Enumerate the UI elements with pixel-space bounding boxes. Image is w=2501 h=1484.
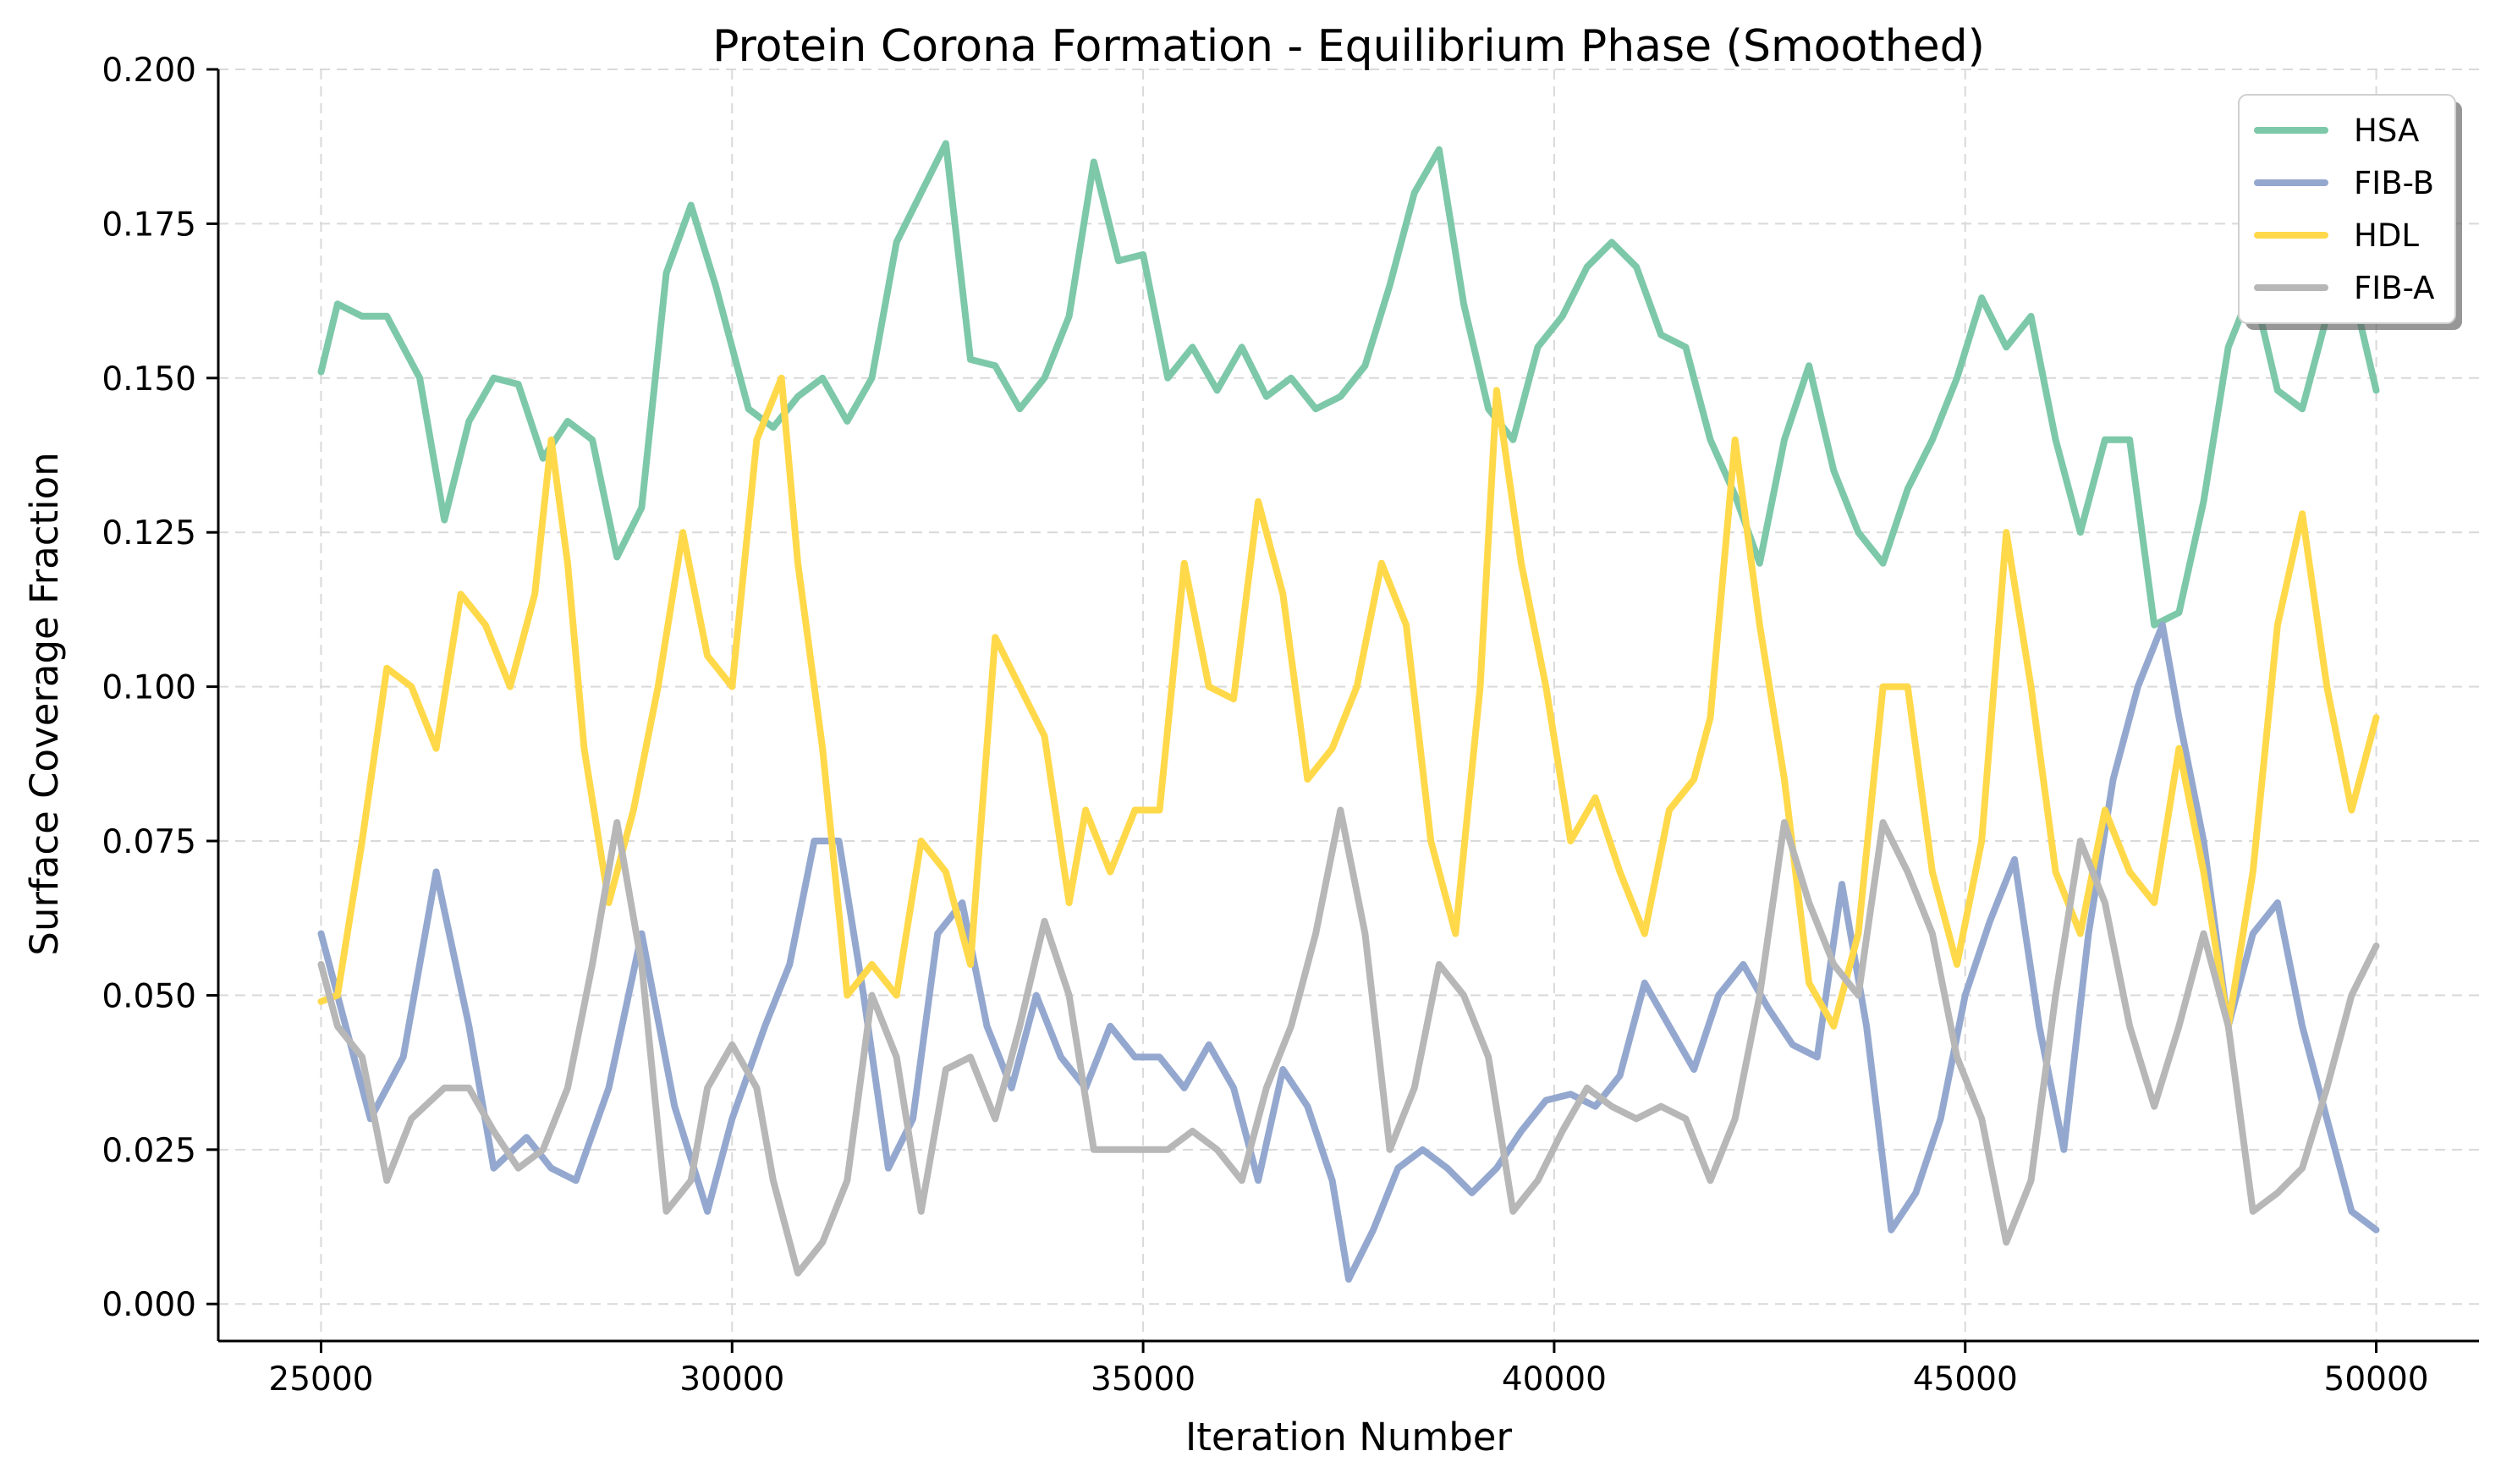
series-layer [317, 140, 2380, 1283]
x-tick-label: 40000 [1502, 1360, 1607, 1399]
x-tick-label: 25000 [268, 1360, 373, 1399]
legend-items: HSA FIB-B HDL FIB-A [2254, 113, 2434, 306]
legend-label-fib-b: FIB-B [2354, 165, 2434, 201]
y-tick-label: 0.025 [102, 1132, 196, 1170]
legend-label-hdl: HDL [2354, 217, 2419, 254]
legend-label-hsa: HSA [2354, 113, 2419, 149]
y-tick-label: 0.200 [102, 52, 196, 90]
x-tick-label: 35000 [1091, 1360, 1196, 1399]
y-tick-label: 0.000 [102, 1286, 196, 1324]
series-line-hsa [317, 140, 2380, 629]
y-tick-label: 0.050 [102, 977, 196, 1015]
legend-box [2238, 94, 2456, 324]
y-tick-label: 0.125 [102, 514, 196, 552]
y-axis-label: Surface Coverage Fraction [22, 452, 67, 955]
chart-title: Protein Corona Formation - Equilibrium P… [712, 21, 1985, 72]
legend-label-fib-a: FIB-A [2354, 270, 2434, 306]
series-line-fib-b [317, 621, 2380, 1283]
y-tick-label: 0.100 [102, 669, 196, 707]
series-line-fib-a [317, 806, 2380, 1277]
y-tick-label: 0.075 [102, 823, 196, 861]
y-tick-layer: 0.000 0.025 0.050 0.075 0.100 0.125 0.150 0.175… [102, 52, 218, 1324]
x-tick-label: 30000 [679, 1360, 784, 1399]
legend: HSA FIB-B HDL FIB-A [2238, 94, 2462, 330]
x-tick-label: 45000 [1913, 1360, 2018, 1399]
grid-layer [218, 69, 2479, 1341]
y-tick-label: 0.150 [102, 360, 196, 398]
x-tick-layer: 25000 30000 35000 40000 45000 50000 [268, 1341, 2429, 1399]
x-axis-label: Iteration Number [1185, 1415, 1512, 1459]
y-tick-label: 0.175 [102, 206, 196, 244]
series-line-hdl [317, 374, 2380, 1030]
x-tick-label: 50000 [2324, 1360, 2429, 1399]
